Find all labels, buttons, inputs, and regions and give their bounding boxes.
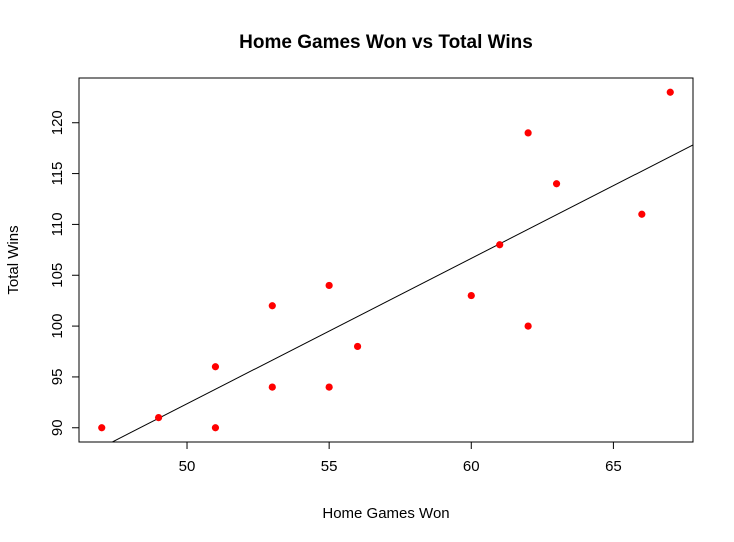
data-point xyxy=(666,88,674,96)
data-point xyxy=(325,383,333,391)
data-point xyxy=(524,129,532,137)
y-tick-label: 110 xyxy=(49,212,66,236)
y-axis-label: Total Wins xyxy=(5,225,22,294)
x-tick-label: 65 xyxy=(605,458,622,475)
data-point xyxy=(268,302,276,310)
plot-area xyxy=(98,88,693,442)
data-point xyxy=(211,424,220,432)
y-tick-label: 100 xyxy=(49,314,66,339)
data-point xyxy=(496,241,504,249)
plot-frame xyxy=(78,77,694,443)
y-tick-label: 120 xyxy=(49,110,66,135)
data-point xyxy=(325,281,333,290)
y-tick-label: 115 xyxy=(49,162,66,186)
y-tick-label: 95 xyxy=(49,369,66,386)
x-tick-label: 55 xyxy=(321,458,338,475)
x-axis-label: Home Games Won xyxy=(322,505,449,522)
y-tick-label: 90 xyxy=(49,419,66,436)
data-point xyxy=(154,413,163,422)
data-point xyxy=(467,291,475,300)
y-tick-label: 105 xyxy=(49,263,66,288)
x-axis: 50 55 60 65 xyxy=(179,442,622,475)
x-tick-label: 60 xyxy=(463,458,480,475)
chart-title: Home Games Won vs Total Wins xyxy=(239,32,533,53)
data-point xyxy=(98,424,106,432)
data-point xyxy=(211,363,220,371)
data-point xyxy=(353,342,362,351)
x-tick-label: 50 xyxy=(179,458,196,475)
data-point xyxy=(524,322,532,330)
data-point xyxy=(638,210,646,218)
regression-line xyxy=(111,144,693,442)
data-point xyxy=(552,180,561,188)
y-axis: 90 95 100 105 110 115 120 xyxy=(49,110,79,436)
data-point xyxy=(268,383,276,391)
